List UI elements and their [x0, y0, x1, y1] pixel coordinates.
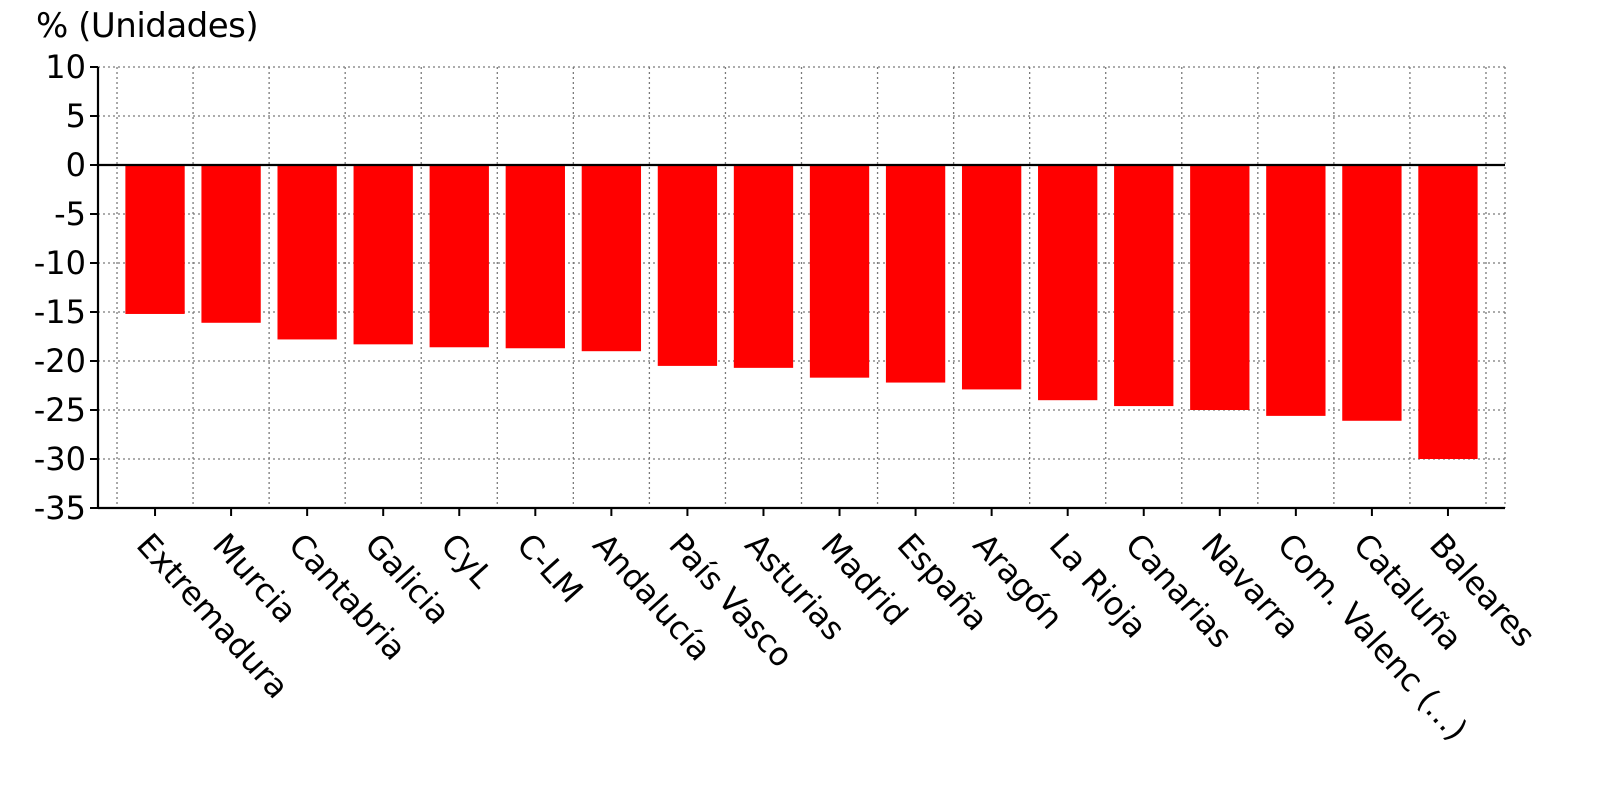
bar-país-vasco — [657, 165, 718, 366]
y-tick-label: -5 — [54, 195, 86, 233]
x-category-label: C-LM — [509, 526, 590, 610]
y-tick-label: -20 — [34, 342, 86, 380]
bar-extremadura — [125, 165, 185, 314]
bar-com-valenc- — [1266, 165, 1326, 416]
bar-baleares — [1418, 165, 1478, 459]
bar-asturias — [733, 165, 794, 368]
y-tick-label: -10 — [34, 244, 86, 282]
x-category-label: CyL — [433, 526, 501, 595]
bar-españa — [885, 165, 946, 383]
y-tick-label: 10 — [45, 48, 86, 86]
y-tick-label: -25 — [34, 391, 86, 429]
bar-andalucía — [581, 165, 642, 352]
y-tick-label: -15 — [34, 293, 86, 331]
y-tick-label: 0 — [66, 146, 86, 184]
bar-aragón — [961, 165, 1022, 390]
bar-cyl — [429, 165, 489, 348]
bar-cantabria — [277, 165, 337, 340]
y-tick-label: -35 — [34, 489, 86, 527]
bar-cataluña — [1342, 165, 1402, 421]
bar-c-lm — [505, 165, 565, 349]
bar-murcia — [201, 165, 261, 323]
y-tick-label: -30 — [34, 440, 86, 478]
bar-la-rioja — [1038, 165, 1098, 401]
y-axis-unit-label: % (Unidades) — [36, 6, 259, 46]
bar-madrid — [809, 165, 870, 378]
y-tick-label: 5 — [66, 97, 86, 135]
bar-galicia — [353, 165, 413, 345]
bar-navarra — [1190, 165, 1250, 410]
bar-canarias — [1114, 165, 1174, 407]
